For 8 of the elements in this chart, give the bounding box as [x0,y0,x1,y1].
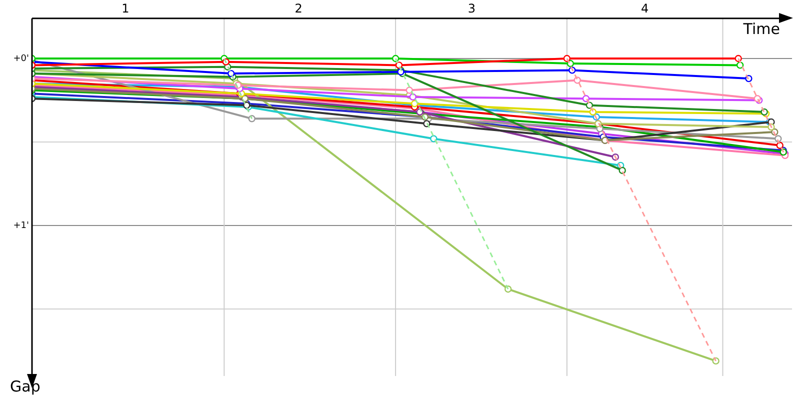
x-tick-label: 3 [468,1,476,16]
y-tick-label: +1' [13,220,29,231]
x-axis-title: Time [742,20,780,38]
y-axis-title: Gap [10,377,40,396]
x-tick-label: 4 [641,1,649,16]
y-tick-label: +0' [13,54,29,64]
x-tick-label: 1 [122,1,130,16]
x-tick-label: 2 [294,1,302,16]
